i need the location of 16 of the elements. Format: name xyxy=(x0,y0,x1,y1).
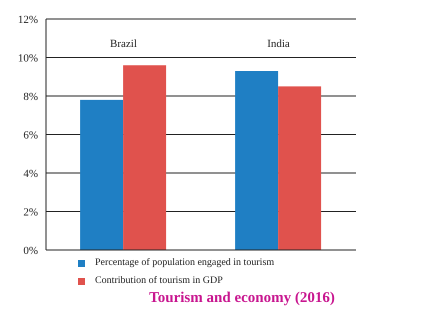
y-tick-label: 6% xyxy=(23,129,38,142)
legend-label: Contribution of tourism in GDP xyxy=(95,274,223,288)
bar xyxy=(278,86,322,250)
y-tick-label: 4% xyxy=(23,168,38,180)
legend-label: Percentage of population engaged in tourism xyxy=(95,256,274,270)
x-tick-label: Brazil xyxy=(110,38,137,50)
y-tick-label: 12% xyxy=(18,14,38,26)
y-tick-label: 8% xyxy=(23,90,38,103)
y-tick-label: 2% xyxy=(23,206,38,218)
bar xyxy=(123,65,166,250)
bar xyxy=(235,70,278,250)
x-tick-label: India xyxy=(267,38,290,50)
y-tick-label: 0% xyxy=(23,244,38,257)
text: Tourism and economy (2016) xyxy=(148,290,336,307)
y-tick-label: 10% xyxy=(18,52,38,64)
bar xyxy=(80,100,124,250)
